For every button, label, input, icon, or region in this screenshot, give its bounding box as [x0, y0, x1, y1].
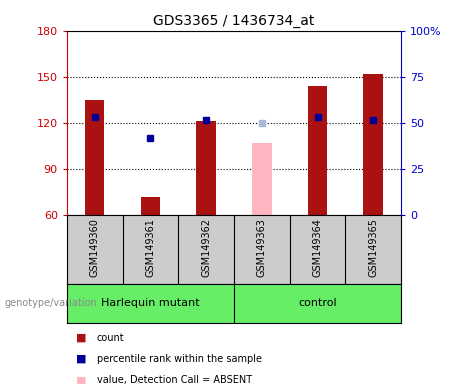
Text: GSM149360: GSM149360	[90, 218, 100, 277]
Text: ■: ■	[76, 333, 87, 343]
Text: count: count	[97, 333, 124, 343]
Text: ■: ■	[76, 375, 87, 384]
Bar	[363, 74, 383, 215]
Text: GSM149364: GSM149364	[313, 218, 323, 277]
Bar	[141, 197, 160, 215]
Bar	[252, 143, 272, 215]
Text: GSM149361: GSM149361	[145, 218, 155, 277]
Text: percentile rank within the sample: percentile rank within the sample	[97, 354, 262, 364]
Bar	[196, 121, 216, 215]
Text: GSM149363: GSM149363	[257, 218, 267, 277]
Text: value, Detection Call = ABSENT: value, Detection Call = ABSENT	[97, 375, 252, 384]
Bar	[85, 100, 105, 215]
Text: genotype/variation: genotype/variation	[5, 298, 97, 308]
Text: GSM149362: GSM149362	[201, 218, 211, 278]
Text: Harlequin mutant: Harlequin mutant	[101, 298, 200, 308]
Bar	[308, 86, 327, 215]
Text: control: control	[298, 298, 337, 308]
Text: ■: ■	[76, 354, 87, 364]
Title: GDS3365 / 1436734_at: GDS3365 / 1436734_at	[153, 14, 315, 28]
Text: GSM149365: GSM149365	[368, 218, 378, 278]
